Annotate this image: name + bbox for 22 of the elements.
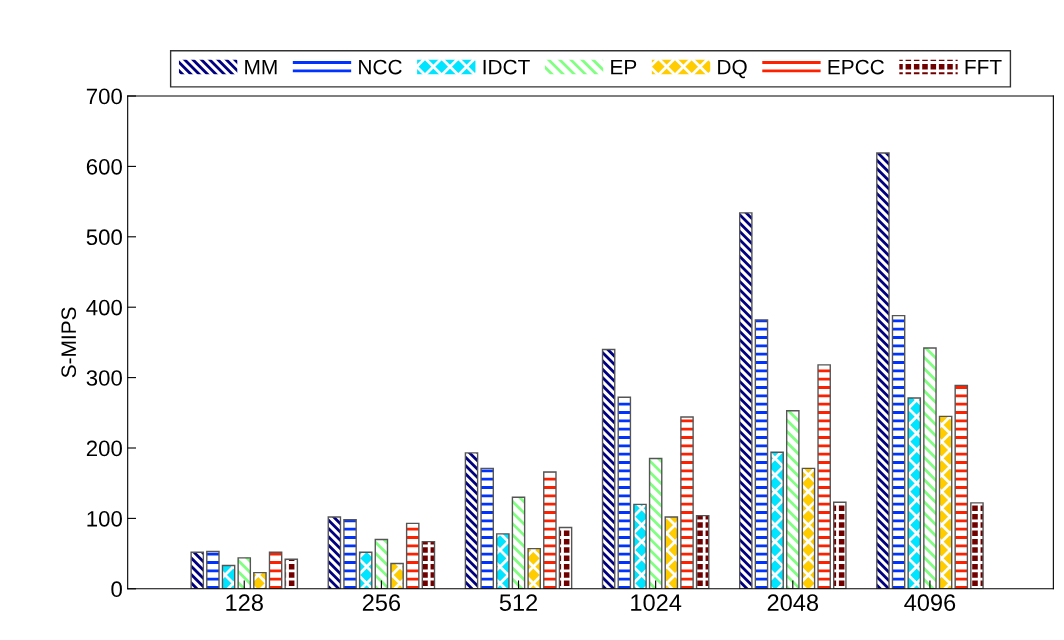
legend-label: EP: [611, 59, 637, 75]
x-tick-label: 512: [499, 594, 538, 611]
x-tick-label: 256: [362, 594, 401, 611]
y-tick-label: 600: [86, 158, 122, 175]
legend-label: MM: [245, 59, 277, 75]
legend-label: DQ: [718, 59, 747, 79]
legend-label: FFT: [965, 59, 1002, 75]
legend-label: EPCC: [828, 59, 884, 75]
y-tick-label: 500: [86, 229, 122, 246]
x-tick-label: 1024: [631, 594, 682, 611]
y-tick-label: 100: [87, 510, 122, 527]
y-tick-label: 700: [86, 88, 122, 105]
y-tick-label: 400: [86, 299, 122, 316]
legend-label: NCC: [359, 59, 402, 75]
x-tick-label: 128: [226, 594, 263, 611]
x-tick-label: 4096: [904, 594, 956, 611]
y-tick-label: 300: [86, 370, 122, 386]
legend-label: IDCT: [483, 59, 530, 75]
y-axis-title: S-MIPS: [61, 307, 77, 378]
x-tick-label: 2048: [767, 594, 819, 611]
y-tick-label: 0: [111, 581, 122, 598]
y-tick-label: 200: [86, 440, 122, 457]
